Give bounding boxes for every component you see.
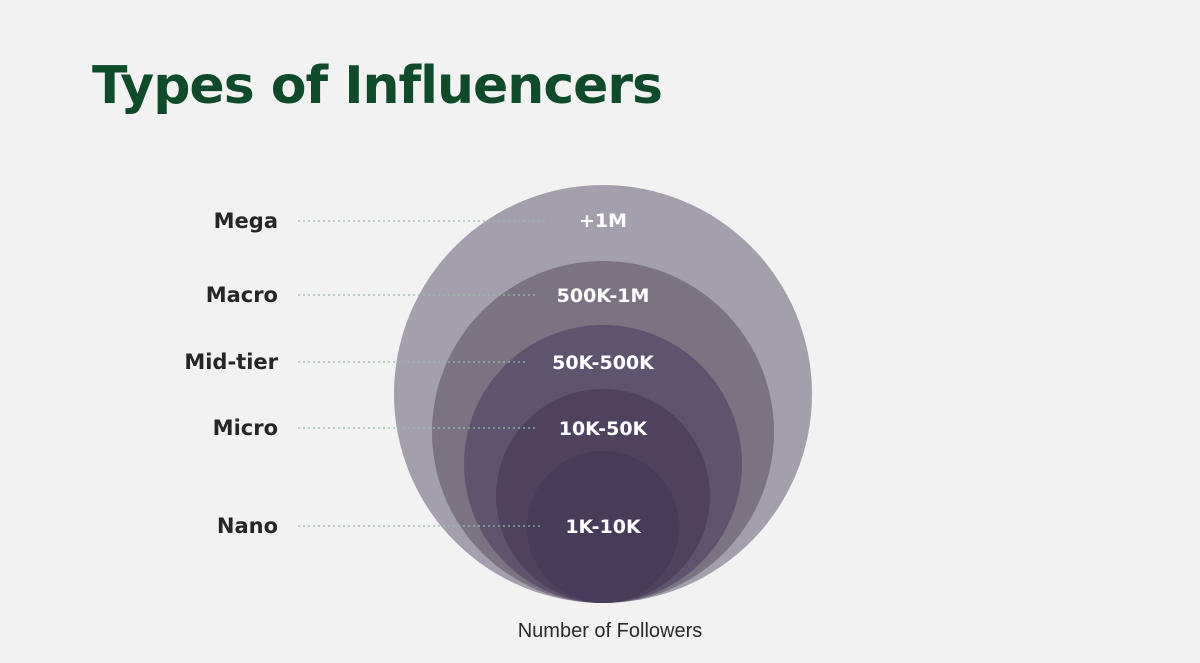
tier-label-nano: Nano — [217, 514, 278, 538]
range-label-macro: 500K-1M — [557, 285, 650, 307]
range-label-mega: +1M — [579, 210, 627, 232]
page-title: Types of Influencers — [92, 56, 663, 116]
tier-label-macro: Macro — [206, 283, 278, 307]
range-label-micro: 10K-50K — [559, 418, 649, 440]
tier-label-mega: Mega — [214, 209, 278, 233]
tier-circle-nano — [527, 451, 679, 603]
tier-label-micro: Micro — [213, 416, 278, 440]
range-label-mid-tier: 50K-500K — [552, 352, 655, 374]
axis-caption: Number of Followers — [517, 620, 703, 642]
range-label-nano: 1K-10K — [565, 516, 642, 538]
tier-label-mid-tier: Mid-tier — [184, 350, 278, 374]
